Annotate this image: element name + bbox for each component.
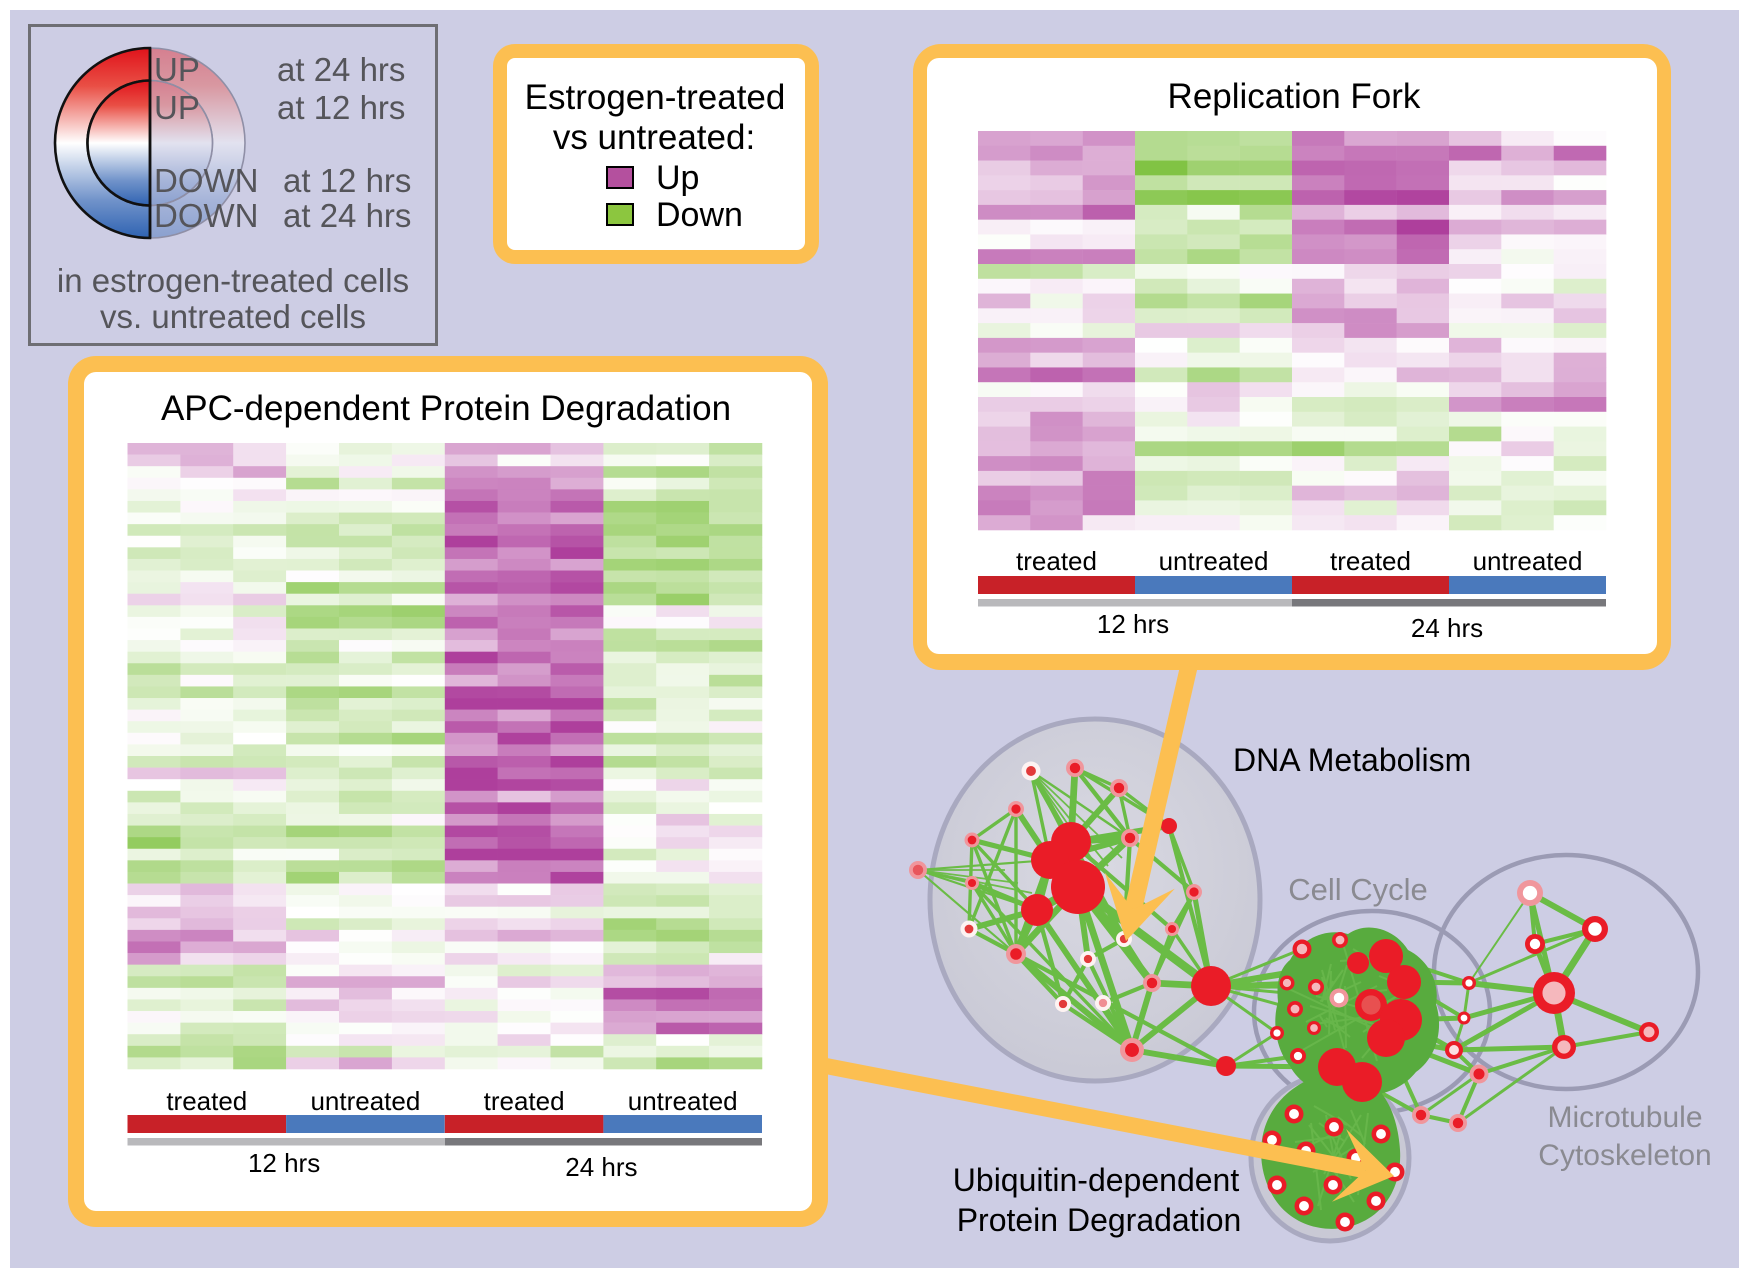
svg-text:untreated: untreated [310,1086,420,1116]
svg-text:at 24 hrs: at 24 hrs [283,197,411,234]
svg-text:untreated: untreated [1473,546,1583,576]
svg-text:Ubiquitin-dependent: Ubiquitin-dependent [953,1162,1240,1198]
svg-text:Microtubule: Microtubule [1547,1101,1702,1134]
svg-text:untreated: untreated [628,1086,738,1116]
svg-text:UP: UP [154,89,200,126]
svg-text:APC-dependent Protein Degradat: APC-dependent Protein Degradation [161,389,731,428]
svg-text:treated: treated [166,1086,247,1116]
svg-text:UP: UP [154,51,200,88]
svg-text:24 hrs: 24 hrs [1411,613,1483,643]
svg-text:Cell Cycle: Cell Cycle [1288,872,1428,907]
svg-text:at 12 hrs: at 12 hrs [283,162,411,199]
svg-text:vs. untreated cells: vs. untreated cells [100,298,366,335]
svg-text:Replication Fork: Replication Fork [1168,77,1421,116]
svg-text:in estrogen-treated cells: in estrogen-treated cells [57,262,409,299]
svg-text:24 hrs: 24 hrs [565,1152,637,1182]
svg-text:Estrogen-treated: Estrogen-treated [525,78,786,117]
svg-text:at 12 hrs: at 12 hrs [277,89,405,126]
svg-text:DOWN: DOWN [154,197,258,234]
svg-text:Protein Degradation: Protein Degradation [957,1202,1242,1238]
svg-text:DNA Metabolism: DNA Metabolism [1233,742,1471,778]
svg-text:12 hrs: 12 hrs [248,1148,320,1178]
svg-text:vs untreated:: vs untreated: [553,118,755,157]
svg-text:treated: treated [484,1086,565,1116]
svg-text:Cytoskeleton: Cytoskeleton [1538,1139,1711,1172]
svg-text:treated: treated [1330,546,1411,576]
svg-text:Down: Down [656,196,743,234]
svg-text:treated: treated [1016,546,1097,576]
svg-text:DOWN: DOWN [154,162,258,199]
svg-text:at 24 hrs: at 24 hrs [277,51,405,88]
svg-text:12 hrs: 12 hrs [1097,609,1169,639]
svg-text:untreated: untreated [1159,546,1269,576]
svg-text:Up: Up [656,159,699,197]
